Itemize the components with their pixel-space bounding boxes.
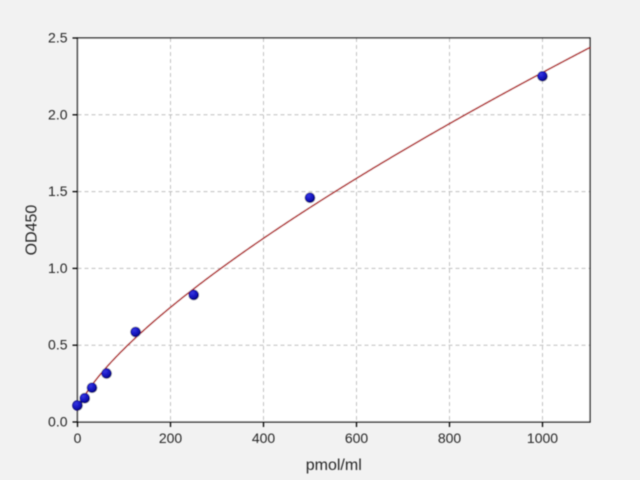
svg-text:1000: 1000: [527, 430, 558, 446]
svg-text:0.5: 0.5: [48, 337, 68, 353]
svg-text:400: 400: [252, 430, 276, 446]
svg-text:OD450: OD450: [24, 205, 41, 256]
svg-text:600: 600: [345, 430, 369, 446]
svg-text:0.0: 0.0: [48, 414, 68, 430]
svg-text:800: 800: [438, 430, 462, 446]
svg-text:200: 200: [159, 430, 183, 446]
svg-text:1.0: 1.0: [48, 260, 68, 276]
svg-text:pmol/ml: pmol/ml: [306, 457, 362, 474]
svg-text:0: 0: [74, 430, 82, 446]
svg-text:1.5: 1.5: [48, 183, 68, 199]
svg-text:2.0: 2.0: [48, 106, 68, 122]
svg-text:2.5: 2.5: [48, 30, 68, 46]
